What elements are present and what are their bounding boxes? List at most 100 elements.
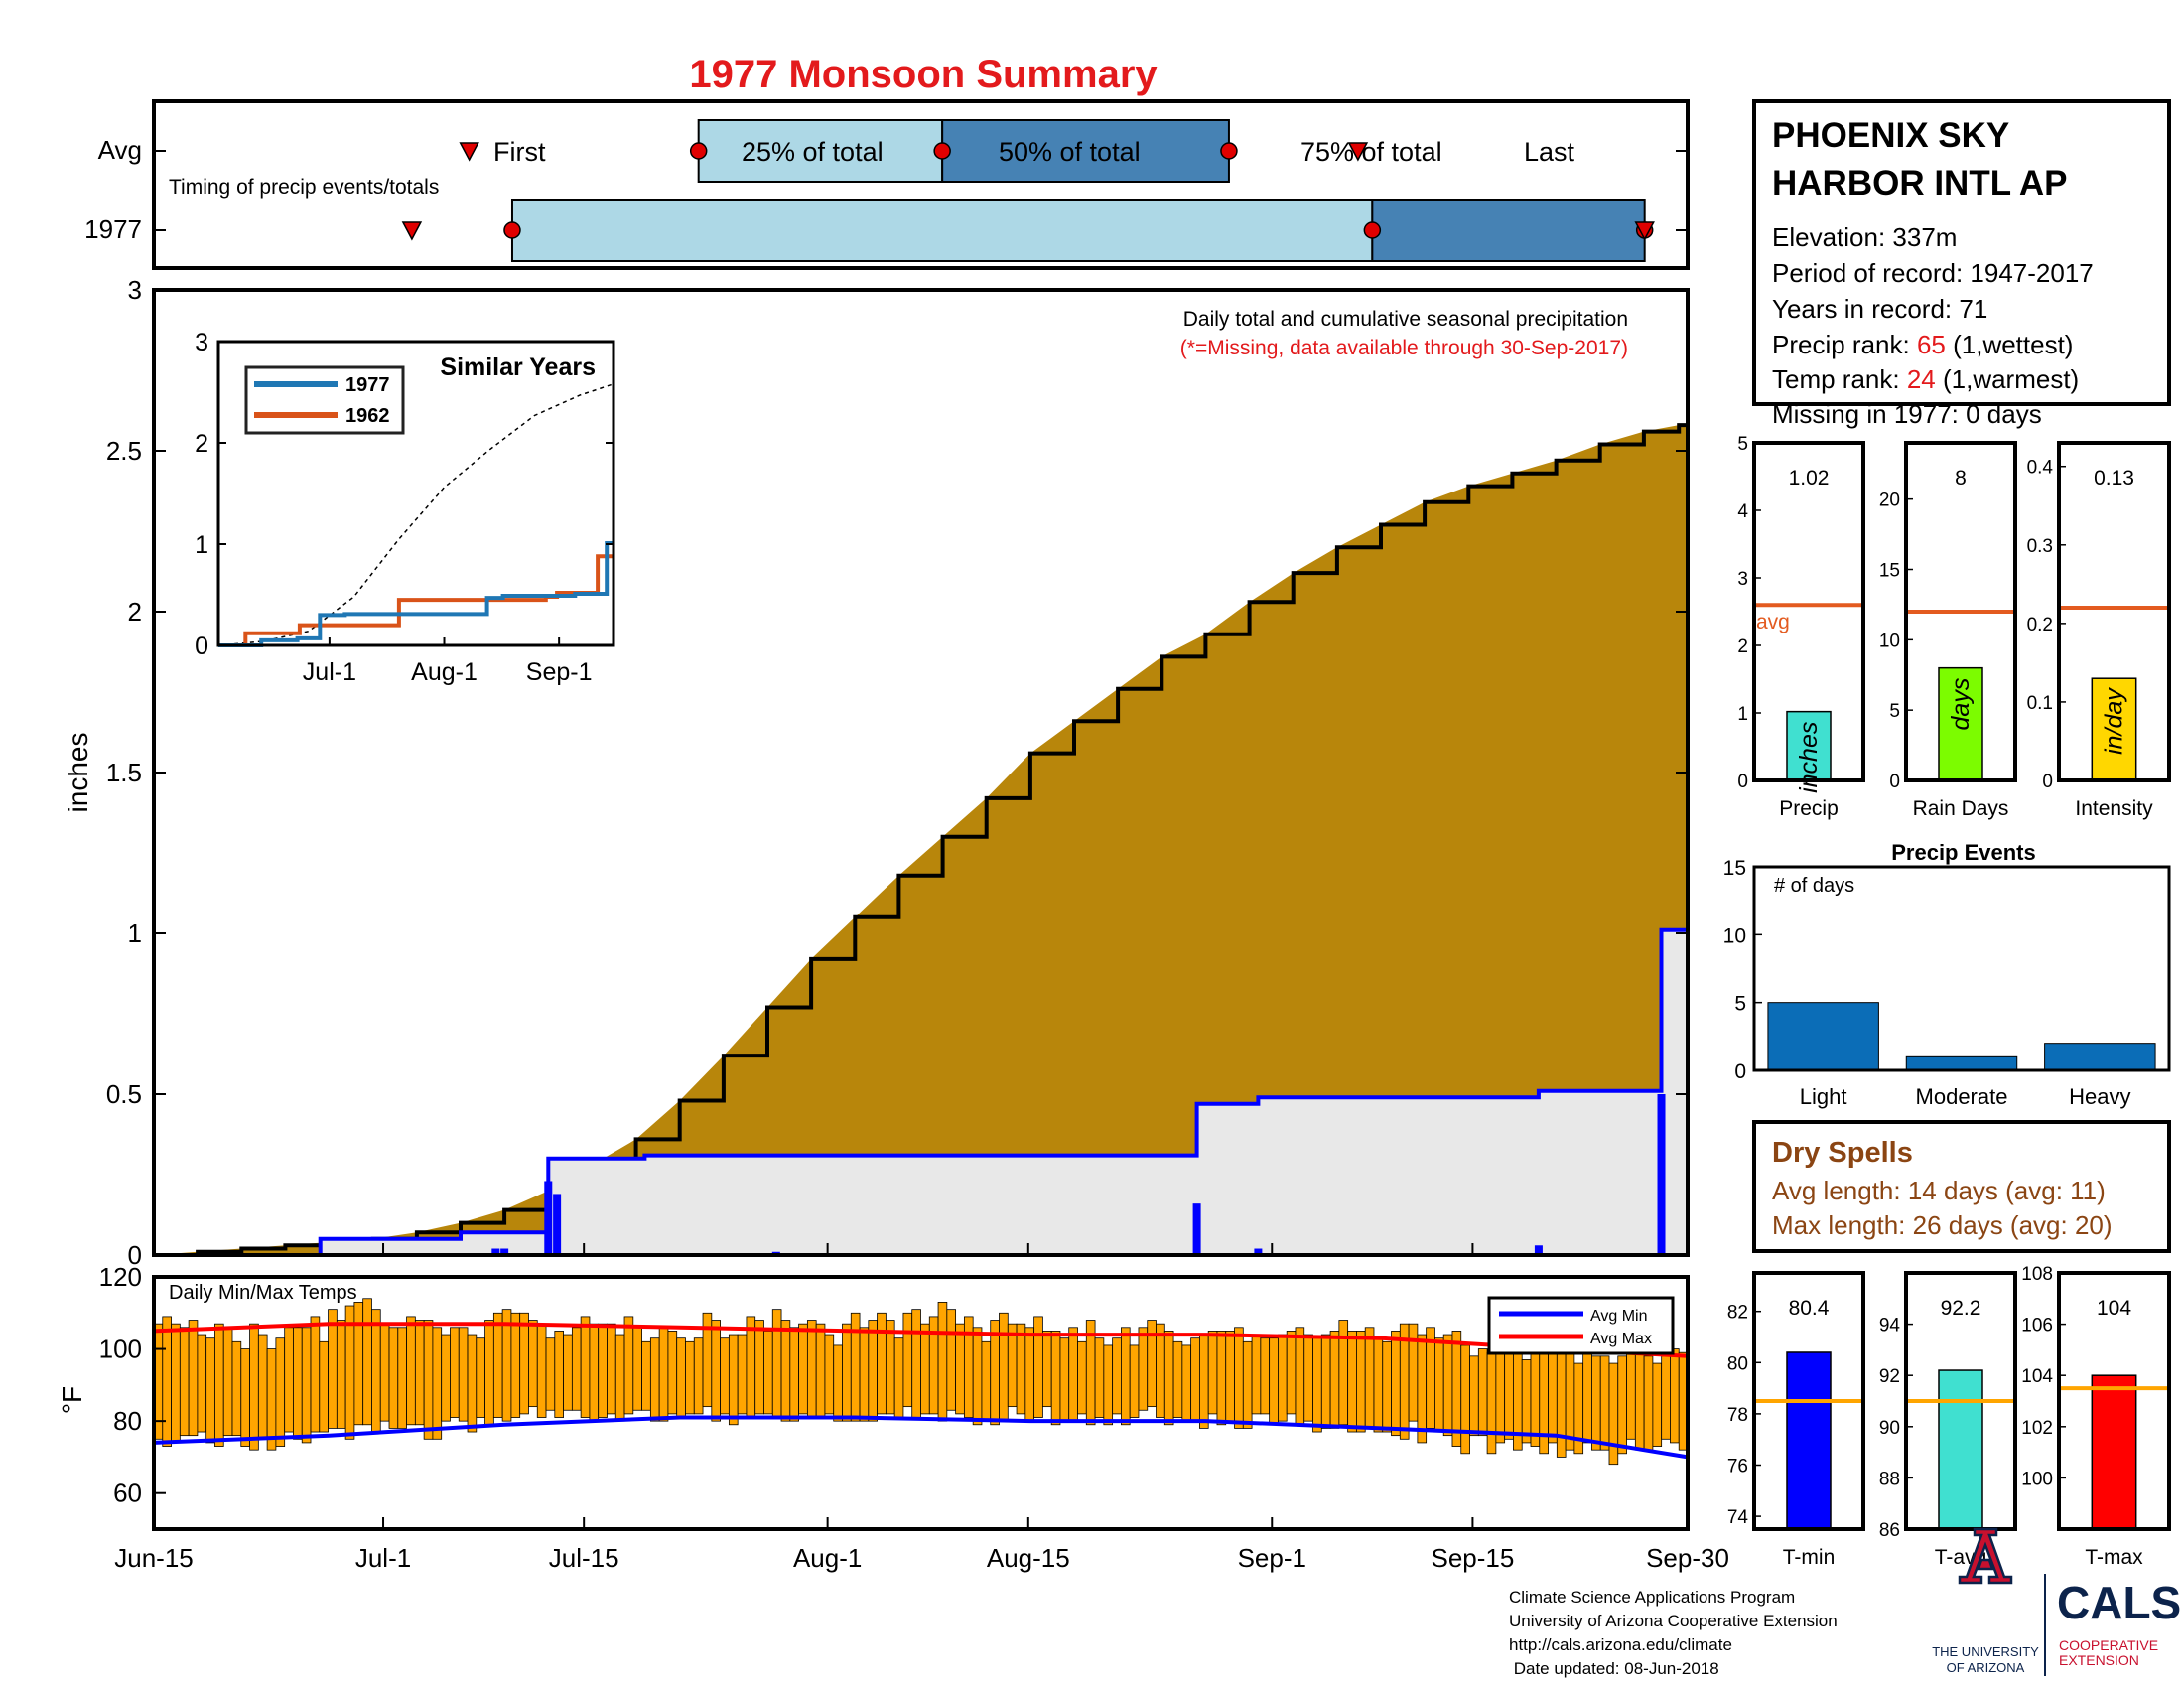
- timing-panel: Avg 1977 Timing of precip events/totals …: [84, 99, 1690, 270]
- events-title: Precip Events: [1891, 840, 2036, 865]
- temp-bar-135: [1329, 1331, 1340, 1429]
- temp-bar-66: [728, 1334, 739, 1426]
- temp-bar-24: [362, 1298, 372, 1426]
- t-max-tick-label-1: 102: [2021, 1418, 2053, 1439]
- season-precip-unit-label: inches: [1795, 722, 1823, 793]
- date-x-tick-label-6: Sep-15: [1431, 1543, 1514, 1573]
- t-max-bar: [2091, 1374, 2137, 1530]
- t-avg-tick-label-3: 92: [1879, 1366, 1900, 1387]
- events-bar-heavy: [2044, 1043, 2156, 1071]
- temp-bar-145: [1417, 1334, 1428, 1444]
- daily-precip-bar-2: [544, 1181, 553, 1255]
- inset-x-tick-label-2: Sep-1: [526, 658, 593, 686]
- temp-bar-141: [1382, 1340, 1392, 1433]
- temp-bar-82: [868, 1320, 879, 1422]
- temp-bar-159: [1539, 1348, 1549, 1455]
- temp-bar-140: [1373, 1337, 1384, 1433]
- temp-bar-167: [1608, 1362, 1619, 1466]
- temp-y-axis: 60 80 100 120: [99, 1262, 166, 1508]
- precip-y-tick-label-6: 3: [128, 275, 142, 305]
- temp-bar-3: [179, 1327, 190, 1437]
- temp-bar-158: [1530, 1348, 1541, 1447]
- t-max-tick-label-2: 104: [2021, 1366, 2053, 1387]
- temp-bar-67: [737, 1334, 748, 1415]
- temp-bar-21: [336, 1320, 346, 1429]
- t-min-tick-label-3: 80: [1727, 1353, 1748, 1374]
- temp-bar-42: [519, 1312, 529, 1415]
- dry-spells-avg: Avg length: 14 days (avg: 11): [1772, 1176, 2106, 1205]
- temp-bar-153: [1486, 1351, 1497, 1455]
- temp-bar-149: [1451, 1331, 1462, 1447]
- events-tick-label-2: 10: [1723, 924, 1746, 947]
- year-first-marker: [401, 221, 423, 241]
- footer-line3: http://cals.arizona.edu/climate: [1509, 1635, 1732, 1654]
- inset-legend-label-1962: 1962: [345, 405, 390, 427]
- temp-bar-138: [1356, 1331, 1366, 1433]
- events-frame: [1752, 865, 2171, 1072]
- temp-rank-value: 24: [1907, 364, 1936, 394]
- inset-title: Similar Years: [440, 353, 596, 381]
- dry-spells-frame: [1752, 1120, 2171, 1253]
- inset-axes: 0 1 2 3 Jul-1 Aug-1 Sep-1: [195, 329, 614, 686]
- station-name-line1: PHOENIX SKY: [1772, 116, 2009, 155]
- temp-bar-29: [406, 1316, 416, 1426]
- temp-bar-103: [1050, 1331, 1061, 1426]
- temp-bar-117: [1172, 1340, 1183, 1418]
- temp-bar-1: [162, 1316, 172, 1447]
- temp-bar-139: [1364, 1327, 1375, 1429]
- temp-bar-120: [1199, 1334, 1209, 1429]
- temp-bar-11: [249, 1323, 259, 1451]
- year-box-25-50: [510, 199, 1374, 262]
- season-precip-tick-label-5: 5: [1737, 434, 1748, 455]
- temp-bar-26: [379, 1323, 390, 1422]
- temp-bar-91: [946, 1309, 957, 1411]
- temp-bar-48: [571, 1327, 582, 1411]
- similar-years-inset: 0 1 2 3 Jul-1 Aug-1 Sep-1 Similar Years 1977 1…: [195, 329, 615, 686]
- t-avg-tick-label-0: 86: [1879, 1520, 1900, 1541]
- daily-precip-bar-3: [553, 1194, 562, 1255]
- rain-days-tick-label-4: 20: [1879, 491, 1900, 511]
- footer-line2: University of Arizona Cooperative Extens…: [1509, 1612, 1838, 1630]
- intensity-x-label: Intensity: [2075, 797, 2153, 820]
- dry-spells-box: Dry Spells Avg length: 14 days (avg: 11)…: [1752, 1120, 2171, 1253]
- cals-sub1: COOPERATIVE: [2059, 1637, 2158, 1653]
- intensity-unit-label: in/day: [2101, 687, 2128, 755]
- temp-bar-115: [1156, 1323, 1165, 1418]
- temp-bar-171: [1643, 1355, 1654, 1451]
- intensity-value-label: 0.13: [2094, 467, 2134, 490]
- temp-bar-119: [1190, 1337, 1200, 1422]
- season-precip-tick-label-3: 3: [1737, 569, 1748, 590]
- temp-bar-90: [937, 1302, 948, 1422]
- avg-box-25-50: [697, 119, 944, 183]
- temp-bar-70: [763, 1331, 773, 1415]
- temp-bar-99: [1016, 1323, 1026, 1415]
- temp-bar-88: [920, 1323, 930, 1415]
- temp-bar-174: [1670, 1348, 1680, 1444]
- rain-days-unit-label: days: [1947, 678, 1975, 731]
- temp-y-tick-label-3: 120: [99, 1262, 142, 1292]
- daily-precip-bar-7: [1534, 1245, 1543, 1255]
- daily-precip-bar-0: [491, 1248, 500, 1255]
- temp-bar-111: [1121, 1327, 1131, 1426]
- year-cumulative-area: [154, 929, 1688, 1255]
- legend-last: Last: [1524, 137, 1575, 167]
- date-x-tick-label-3: Aug-1: [793, 1543, 862, 1573]
- temp-bar-52: [607, 1323, 616, 1415]
- t-min-x-label: T-min: [1783, 1546, 1836, 1569]
- t-min-tick-label-2: 78: [1727, 1405, 1748, 1426]
- temp-bar-173: [1661, 1355, 1671, 1440]
- temp-bar-51: [598, 1323, 608, 1418]
- temp-bar-125: [1242, 1340, 1253, 1429]
- rain-days-tick-label-3: 15: [1879, 561, 1900, 582]
- university-logo: THE UNIVERSITY OF ARIZONA CALS COOPERATI…: [1932, 1527, 2181, 1676]
- temp-bar-137: [1347, 1331, 1357, 1433]
- timing-note: Timing of precip events/totals: [169, 176, 439, 199]
- events-x-label-0: Light: [1800, 1084, 1847, 1109]
- t-min-value-label: 80.4: [1789, 1297, 1830, 1320]
- precip-y-tick-label-4: 2: [128, 597, 142, 627]
- dry-spells-title: Dry Spells: [1772, 1137, 1913, 1169]
- events-tick-label-1: 5: [1734, 993, 1746, 1016]
- inset-legend-box: [244, 365, 405, 435]
- temp-bar-109: [1103, 1344, 1114, 1426]
- temp-bar-105: [1068, 1327, 1078, 1422]
